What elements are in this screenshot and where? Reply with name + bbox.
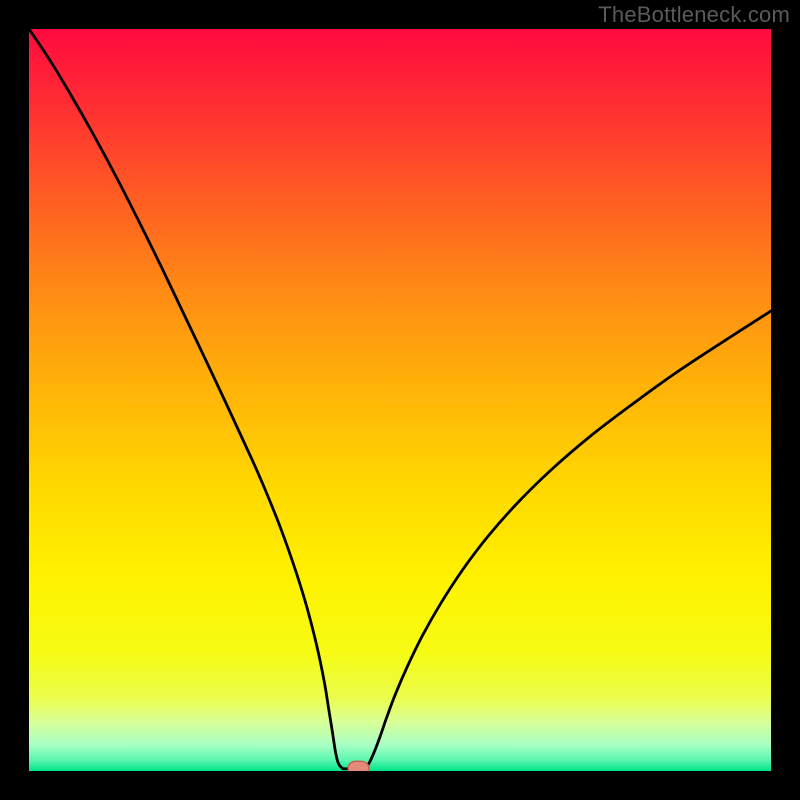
watermark-text: TheBottleneck.com: [598, 2, 790, 28]
bottleneck-chart: [0, 0, 800, 800]
chart-container: TheBottleneck.com: [0, 0, 800, 800]
plot-background-gradient: [29, 29, 771, 771]
